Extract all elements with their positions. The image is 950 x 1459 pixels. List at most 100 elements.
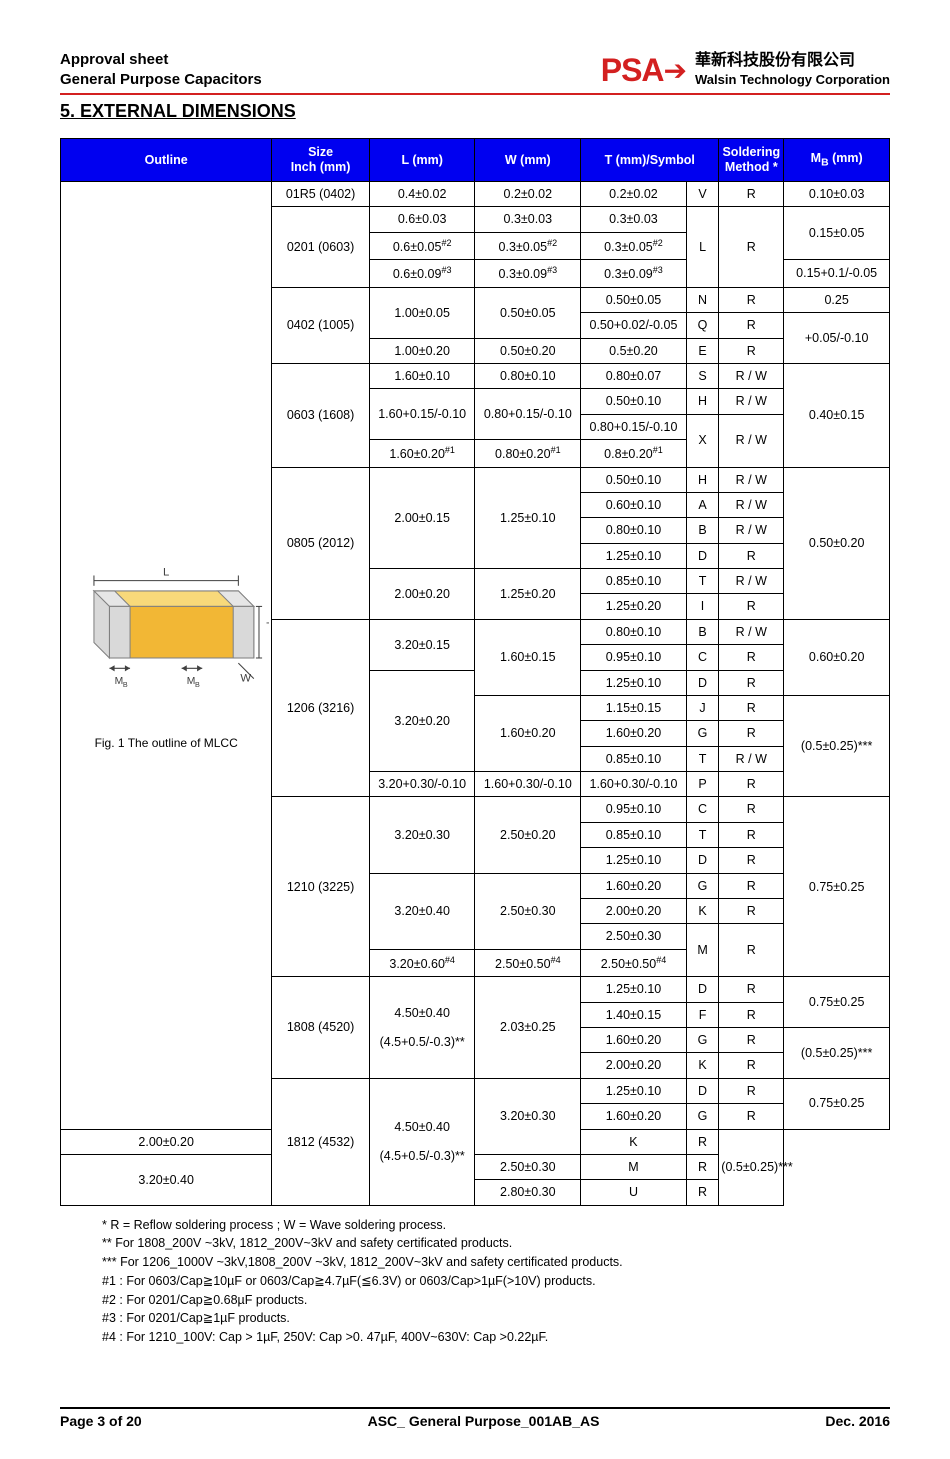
cell: R <box>719 670 784 695</box>
cell: 1.60±0.20 <box>581 873 687 898</box>
header-divider <box>60 93 890 95</box>
cell: 0.6±0.09#3 <box>369 260 475 288</box>
cell: 1.15±0.15 <box>581 695 687 720</box>
cell: T <box>686 822 719 847</box>
cell: 0.50±0.20 <box>784 467 890 619</box>
cell: S <box>686 363 719 388</box>
cell: 1.25±0.10 <box>581 848 687 873</box>
cell: 0.6±0.05#2 <box>369 232 475 260</box>
cell: D <box>686 848 719 873</box>
cell: R / W <box>719 467 784 492</box>
cell: E <box>686 338 719 363</box>
cell: 1.60±0.20 <box>581 721 687 746</box>
outline-cell: L <box>61 182 272 1130</box>
header-left: Approval sheet General Purpose Capacitor… <box>60 50 262 89</box>
cell: R <box>719 594 784 619</box>
cell: 0.25 <box>784 287 890 312</box>
cell: H <box>686 467 719 492</box>
cell: R <box>719 721 784 746</box>
cell: 0.75±0.25 <box>784 1078 890 1129</box>
cell: 3.20±0.15 <box>369 619 475 670</box>
cell: 0.15±0.05 <box>784 207 890 260</box>
cell: 0.85±0.10 <box>581 822 687 847</box>
cell: 3.20±0.30 <box>369 797 475 873</box>
cell: 0.4±0.02 <box>369 182 475 207</box>
table-row: L <box>61 182 890 207</box>
cell: 0.3±0.05#2 <box>581 232 687 260</box>
cell: R / W <box>719 619 784 644</box>
cell: R <box>719 338 784 363</box>
cell-size: 1206 (3216) <box>272 619 370 797</box>
th-l: L (mm) <box>369 139 475 182</box>
cell: 1.60+0.30/-0.10 <box>581 772 687 797</box>
cell: 0.80±0.10 <box>475 363 581 388</box>
cell: R <box>719 1104 784 1129</box>
cell: 0.2±0.02 <box>475 182 581 207</box>
cell: 2.80±0.30 <box>475 1180 581 1205</box>
cell: 0.50±0.10 <box>581 467 687 492</box>
cell: R <box>719 822 784 847</box>
cell: G <box>686 1028 719 1053</box>
cell: R <box>719 182 784 207</box>
cell: 1.60±0.20 <box>475 695 581 771</box>
cell: K <box>686 1053 719 1078</box>
cell: R <box>719 313 784 338</box>
cell: R <box>719 873 784 898</box>
cell: R / W <box>719 746 784 771</box>
cell-size: 1210 (3225) <box>272 797 370 977</box>
cell: D <box>686 1078 719 1103</box>
cell: (0.5±0.25)*** <box>784 695 890 797</box>
cell: R / W <box>719 414 784 467</box>
cell: T <box>686 746 719 771</box>
cell: +0.05/-0.10 <box>784 313 890 364</box>
cell: R <box>719 207 784 287</box>
footer-divider <box>60 1407 890 1409</box>
cell: R <box>719 772 784 797</box>
logo-swoosh-icon: ➔ <box>664 54 687 87</box>
cell: 0.10±0.03 <box>784 182 890 207</box>
notes-block: * R = Reflow soldering process ; W = Wav… <box>102 1216 890 1347</box>
cell: 2.00±0.20 <box>581 1053 687 1078</box>
cell: G <box>686 873 719 898</box>
cell: R <box>719 543 784 568</box>
cell: 0.80±0.10 <box>581 518 687 543</box>
cell: 3.20±0.40 <box>369 873 475 949</box>
cell: 0.80±0.20#1 <box>475 440 581 468</box>
cell: M <box>581 1154 687 1179</box>
footer-page: Page 3 of 20 <box>60 1413 142 1429</box>
dimensions-table: Outline SizeInch (mm) L (mm) W (mm) T (m… <box>60 138 890 1206</box>
cell: 0.8±0.20#1 <box>581 440 687 468</box>
cell: K <box>686 898 719 923</box>
cell: R <box>719 695 784 720</box>
cell: 0.2±0.02 <box>581 182 687 207</box>
svg-text:W: W <box>240 673 251 685</box>
cell: 0.80±0.07 <box>581 363 687 388</box>
logo-text: PSA <box>601 52 664 89</box>
cell-size: 01R5 (0402) <box>272 182 370 207</box>
psa-logo: PSA ➔ <box>601 52 687 89</box>
cell: 4.50±0.40(4.5+0.5/-0.3)** <box>369 977 475 1079</box>
cell: D <box>686 977 719 1002</box>
cell: 2.00±0.20 <box>581 898 687 923</box>
cell: R <box>719 1078 784 1103</box>
cell-size: 0805 (2012) <box>272 467 370 619</box>
cell: A <box>686 492 719 517</box>
note-line: #1 : For 0603/Cap≧10µF or 0603/Cap≧4.7µF… <box>102 1272 890 1291</box>
cell: R <box>686 1154 719 1179</box>
cell: R <box>719 1053 784 1078</box>
cell-size: 0201 (0603) <box>272 207 370 287</box>
cell: C <box>686 797 719 822</box>
cell: R / W <box>719 363 784 388</box>
cell: R <box>686 1129 719 1154</box>
cell: 0.60±0.20 <box>784 619 890 695</box>
corp-name-cn: 華新科技股份有限公司 <box>695 51 890 72</box>
cell: B <box>686 619 719 644</box>
svg-text:L: L <box>163 567 169 579</box>
mlcc-diagram: L <box>63 560 269 725</box>
cell: 0.50±0.10 <box>581 389 687 414</box>
note-line: #3 : For 0201/Cap≧1µF products. <box>102 1309 890 1328</box>
cell: L <box>686 207 719 287</box>
cell: 0.85±0.10 <box>581 746 687 771</box>
cell: D <box>686 670 719 695</box>
note-line: *** For 1206_1000V ~3kV,1808_200V ~3kV, … <box>102 1253 890 1272</box>
